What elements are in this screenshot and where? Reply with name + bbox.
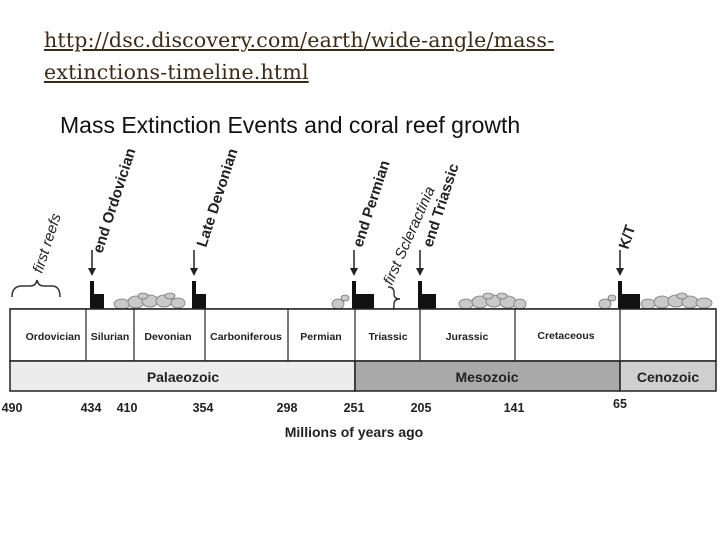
tick-141: 141 xyxy=(504,401,525,415)
figure-title: Mass Extinction Events and coral reef gr… xyxy=(60,112,521,138)
event-label-kt: K/T xyxy=(616,223,640,251)
period-row xyxy=(9,308,717,362)
arrow-end-ordovician xyxy=(88,250,104,309)
tick-354: 354 xyxy=(193,401,214,415)
reef-cluster-cretaceous xyxy=(598,294,617,310)
era-cenozoic-band xyxy=(619,360,717,392)
period-cretaceous: Cretaceous xyxy=(537,330,594,342)
tick-298: 298 xyxy=(277,401,298,415)
arrow-late-devonian xyxy=(190,250,206,309)
period-devonian: Devonian xyxy=(144,331,191,343)
arrow-kt xyxy=(616,250,640,309)
axis-label: Millions of years ago xyxy=(285,424,423,440)
timeline-figure: first reefs end Ordovician Late Devonian… xyxy=(2,146,717,440)
source-url-line-1[interactable]: http://dsc.discovery.com/earth/wide-angl… xyxy=(44,28,555,52)
period-carboniferous: Carboniferous xyxy=(210,331,282,343)
first-reefs-brace xyxy=(11,279,61,298)
reef-cluster-permian xyxy=(331,294,350,310)
tick-490: 490 xyxy=(2,401,23,415)
arrow-end-triassic xyxy=(416,250,436,309)
tick-251: 251 xyxy=(344,401,365,415)
source-url-line-2[interactable]: extinctions-timeline.html xyxy=(44,60,309,84)
arrow-end-permian xyxy=(350,250,374,309)
era-mesozoic-band xyxy=(354,360,621,392)
first-scleractinia-brace xyxy=(387,286,401,312)
era-palaeozoic-band xyxy=(9,360,356,392)
era-mesozoic-label: Mesozoic xyxy=(455,369,518,385)
event-label-first-reefs: first reefs xyxy=(30,211,65,275)
period-silurian: Silurian xyxy=(91,331,130,343)
era-cenozoic-label: Cenozoic xyxy=(637,369,699,385)
tick-434: 434 xyxy=(81,401,102,415)
reef-cluster-cenozoic xyxy=(640,292,713,310)
source-url-link[interactable]: http://dsc.discovery.com/earth/wide-angl… xyxy=(44,24,664,88)
reef-cluster-silurian-devonian xyxy=(113,292,186,310)
event-label-end-permian: end Permian xyxy=(350,158,394,249)
event-label-end-ordovician: end Ordovician xyxy=(90,146,140,255)
period-ordovician: Ordovician xyxy=(26,331,81,343)
tick-65: 65 xyxy=(613,397,627,411)
event-label-late-devonian: Late Devonian xyxy=(194,146,242,249)
period-triassic: Triassic xyxy=(368,331,407,343)
tick-410: 410 xyxy=(117,401,138,415)
period-permian: Permian xyxy=(300,331,341,343)
reef-cluster-jurassic xyxy=(458,292,527,310)
period-jurassic: Jurassic xyxy=(446,331,489,343)
tick-205: 205 xyxy=(411,401,432,415)
era-palaeozoic-label: Palaeozoic xyxy=(147,369,220,385)
